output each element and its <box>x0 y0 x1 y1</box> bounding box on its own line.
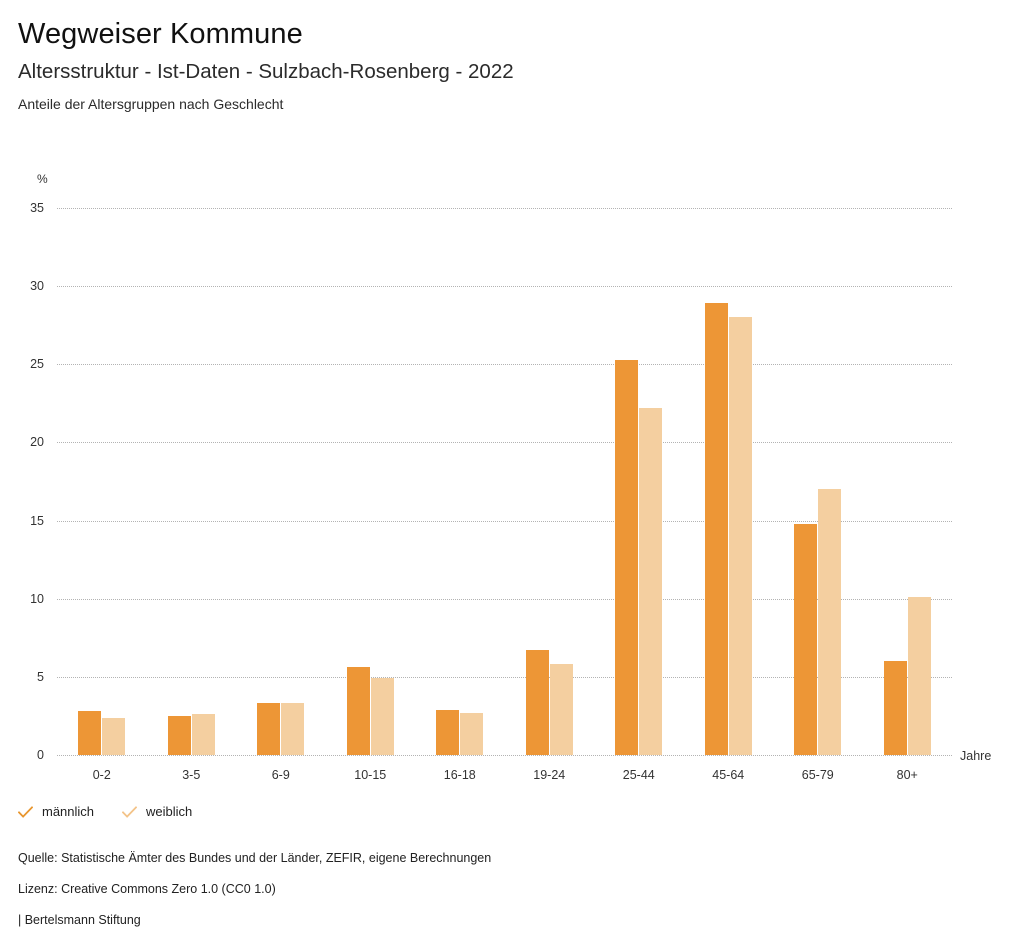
bar-männlich-0-2[interactable] <box>78 711 102 755</box>
gridline <box>57 598 952 600</box>
bar-männlich-19-24[interactable] <box>525 650 549 755</box>
bar-männlich-65-79[interactable] <box>794 523 818 755</box>
legend-item-männlich[interactable]: männlich <box>18 803 94 821</box>
x-axis-tick-label: 16-18 <box>443 768 476 782</box>
bars-layer <box>57 208 952 755</box>
bar-weiblich-25-44[interactable] <box>639 408 663 755</box>
bar-weiblich-10-15[interactable] <box>370 678 394 755</box>
x-axis-tick-label: 45-64 <box>712 768 745 782</box>
check-icon <box>122 805 138 819</box>
gridline <box>57 676 952 678</box>
y-axis-tick-label: 15 <box>30 513 44 528</box>
y-axis-unit-label: % <box>37 172 48 186</box>
bar-männlich-3-5[interactable] <box>167 715 191 755</box>
bar-weiblich-80+[interactable] <box>907 597 931 755</box>
bar-weiblich-6-9[interactable] <box>281 703 305 755</box>
gridline <box>57 208 952 209</box>
x-axis-unit-label: Jahre <box>960 749 992 763</box>
plot-area: 0 5 10 15 20 25 30 35 <box>30 202 952 761</box>
gridline <box>57 364 952 366</box>
gridline <box>57 520 952 522</box>
footer-line: Quelle: Statistische Ämter des Bundes un… <box>18 851 492 865</box>
chart-legend: männlich weiblich <box>18 803 192 821</box>
check-icon <box>18 805 33 819</box>
x-axis-tick-label: 0-2 <box>92 768 111 782</box>
chart-header: Wegweiser Kommune Altersstruktur - Ist-D… <box>18 16 1008 115</box>
bar-weiblich-45-64[interactable] <box>728 317 752 755</box>
chart-description: Anteile der Altersgruppen nach Geschlech… <box>18 96 284 112</box>
x-axis-tick-label: 80+ <box>896 768 918 782</box>
bar-weiblich-0-2[interactable] <box>102 717 126 755</box>
bar-weiblich-3-5[interactable] <box>191 714 215 755</box>
y-axis-tick-label: 35 <box>30 201 44 215</box>
y-axis-tick-label: 10 <box>30 591 44 606</box>
bar-weiblich-19-24[interactable] <box>549 664 573 755</box>
gridline <box>57 442 952 444</box>
y-axis-tick-label: 0 <box>37 748 44 762</box>
bar-weiblich-16-18[interactable] <box>460 712 484 755</box>
x-axis-tick-label: 65-79 <box>801 768 834 782</box>
y-axis-tick-label: 30 <box>30 279 44 294</box>
gridline <box>57 286 952 288</box>
y-axis-tick-label: 25 <box>30 357 44 372</box>
x-axis-labels: 0-2 3-5 6-9 10-15 16-18 19-24 25-44 45-64 65-79 8… <box>57 766 952 786</box>
bar-männlich-80+[interactable] <box>883 661 907 755</box>
bar-chart: % Jahre 0 5 10 15 20 25 30 35 0-2 3-5 6-9 10-15 16-… <box>30 172 992 786</box>
y-axis-tick-label: 5 <box>37 669 44 684</box>
x-axis-tick-label: 10-15 <box>354 768 387 782</box>
page-title: Wegweiser Kommune <box>18 18 303 50</box>
x-axis-tick-label: 19-24 <box>533 768 566 782</box>
x-axis-tick-label: 3-5 <box>182 768 201 782</box>
chart-subtitle: Altersstruktur - Ist-Daten - Sulzbach-Ro… <box>18 60 514 83</box>
x-axis-tick-label: 25-44 <box>622 768 655 782</box>
bar-männlich-16-18[interactable] <box>436 709 460 755</box>
bar-männlich-6-9[interactable] <box>257 703 281 755</box>
chart-footer: Quelle: Statistische Ämter des Bundes un… <box>18 843 918 936</box>
legend-item-weiblich[interactable]: weiblich <box>122 803 192 821</box>
legend-item-label: männlich <box>42 804 95 819</box>
bar-weiblich-65-79[interactable] <box>818 489 842 755</box>
footer-line: | Bertelsmann Stiftung <box>18 913 141 927</box>
gridline <box>57 755 952 756</box>
bar-männlich-45-64[interactable] <box>704 303 728 755</box>
bar-männlich-25-44[interactable] <box>615 359 639 755</box>
x-axis-tick-label: 6-9 <box>271 768 290 782</box>
legend-item-label: weiblich <box>146 804 193 819</box>
y-axis-tick-label: 20 <box>30 435 44 450</box>
bar-männlich-10-15[interactable] <box>346 667 370 755</box>
footer-line: Lizenz: Creative Commons Zero 1.0 (CC0 1… <box>18 882 276 896</box>
